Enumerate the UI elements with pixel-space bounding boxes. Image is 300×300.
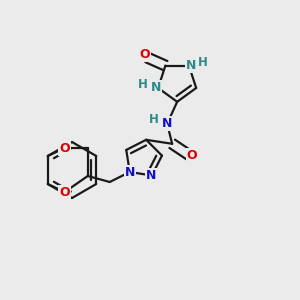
Text: N: N <box>146 169 156 182</box>
Text: N: N <box>162 117 172 130</box>
Text: O: O <box>139 48 150 61</box>
Text: H: H <box>138 79 148 92</box>
Text: O: O <box>187 149 197 162</box>
Text: O: O <box>59 142 70 154</box>
Text: N: N <box>124 166 135 178</box>
Text: O: O <box>59 185 70 199</box>
Text: H: H <box>149 113 159 126</box>
Text: H: H <box>198 56 208 69</box>
Text: N: N <box>151 82 161 94</box>
Text: N: N <box>186 59 196 72</box>
